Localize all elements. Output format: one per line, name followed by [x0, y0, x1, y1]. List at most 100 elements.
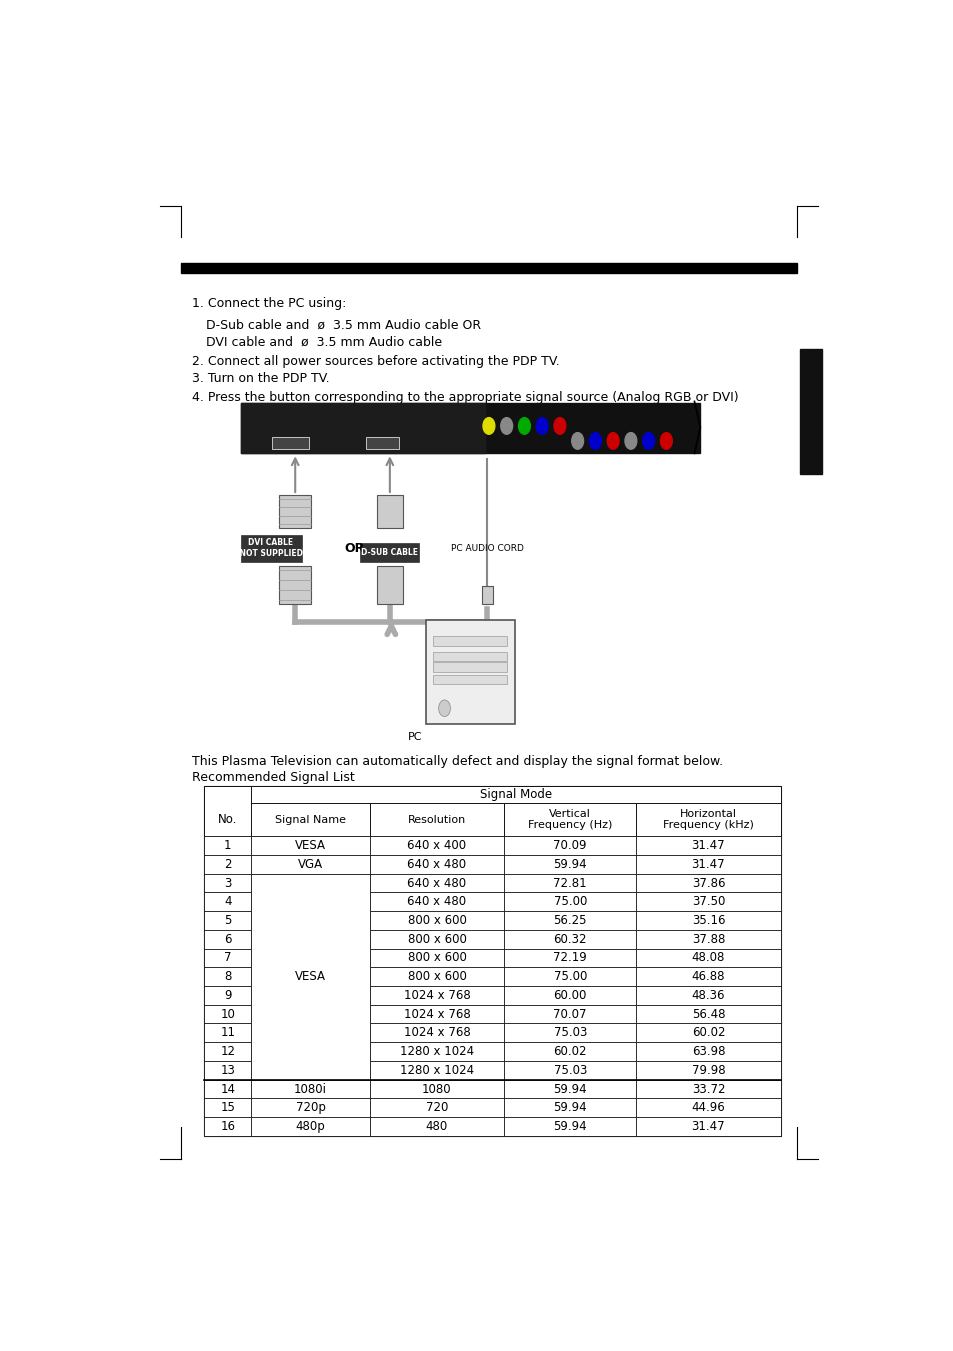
Text: 59.94: 59.94 — [553, 1120, 586, 1133]
Text: 48.36: 48.36 — [691, 989, 724, 1002]
Text: 56.25: 56.25 — [553, 915, 586, 927]
Text: OR: OR — [344, 542, 364, 554]
Text: 63.98: 63.98 — [691, 1046, 724, 1058]
Circle shape — [624, 432, 636, 450]
Bar — [433, 662, 507, 671]
Text: 70.07: 70.07 — [553, 1008, 586, 1020]
Text: ANALOG RGB INPUT: ANALOG RGB INPUT — [348, 415, 416, 420]
Text: 3: 3 — [224, 877, 232, 889]
Text: 59.94: 59.94 — [553, 858, 586, 871]
Bar — [636, 1042, 781, 1061]
Circle shape — [606, 432, 618, 450]
Bar — [426, 620, 515, 724]
Text: PC AUDIO CORD: PC AUDIO CORD — [451, 543, 523, 553]
Text: 1080i: 1080i — [294, 1082, 327, 1096]
Bar — [369, 836, 504, 855]
Text: 1024 x 768: 1024 x 768 — [403, 1027, 470, 1039]
Bar — [636, 802, 781, 836]
Text: 60.00: 60.00 — [553, 989, 586, 1002]
Text: 48.08: 48.08 — [691, 951, 724, 965]
Bar — [636, 911, 781, 929]
Text: VGA: VGA — [297, 858, 323, 871]
Text: 33.72: 33.72 — [691, 1082, 724, 1096]
Bar — [241, 535, 301, 562]
Bar — [252, 855, 369, 874]
Bar — [204, 836, 252, 855]
Text: 5: 5 — [224, 915, 232, 927]
Bar — [252, 802, 369, 836]
Text: 2: 2 — [224, 858, 232, 871]
Bar — [504, 1061, 636, 1079]
Text: Signal Mode: Signal Mode — [479, 788, 552, 801]
Text: 9: 9 — [224, 989, 232, 1002]
Text: 37.88: 37.88 — [691, 932, 724, 946]
Text: 1280 x 1024: 1280 x 1024 — [399, 1063, 474, 1077]
Bar — [504, 911, 636, 929]
Bar — [252, 948, 369, 967]
Bar — [252, 1024, 369, 1042]
Text: 4. Press the button corresponding to the appropriate signal source (Analog RGB o: 4. Press the button corresponding to the… — [192, 390, 738, 404]
Text: Resolution: Resolution — [408, 815, 466, 824]
Text: PC: PC — [407, 732, 421, 742]
Bar — [252, 986, 369, 1005]
Bar — [252, 1005, 369, 1024]
Bar — [504, 836, 636, 855]
Bar — [636, 1024, 781, 1042]
Bar — [369, 802, 504, 836]
Circle shape — [518, 417, 530, 434]
Bar — [204, 929, 252, 948]
Bar — [204, 1042, 252, 1061]
Text: 44.96: 44.96 — [691, 1101, 724, 1115]
Circle shape — [554, 417, 565, 434]
Bar — [504, 1005, 636, 1024]
Text: 59.94: 59.94 — [553, 1082, 586, 1096]
Bar — [504, 855, 636, 874]
Bar — [433, 676, 507, 685]
Bar — [204, 967, 252, 986]
Bar — [369, 1024, 504, 1042]
Text: 720: 720 — [425, 1101, 448, 1115]
Bar — [481, 585, 493, 604]
Bar — [369, 874, 504, 893]
Text: 14: 14 — [220, 1082, 235, 1096]
Text: DVI CABLE
(NOT SUPPLIED): DVI CABLE (NOT SUPPLIED) — [235, 538, 306, 558]
Bar — [204, 1079, 252, 1098]
Bar — [369, 1042, 504, 1061]
Bar — [369, 1117, 504, 1136]
Text: 75.03: 75.03 — [553, 1063, 586, 1077]
Bar — [636, 948, 781, 967]
Bar — [241, 404, 699, 454]
Bar — [369, 855, 504, 874]
Bar — [800, 350, 821, 474]
Bar — [376, 566, 403, 604]
Bar — [204, 855, 252, 874]
Bar — [252, 893, 369, 911]
Bar — [636, 874, 781, 893]
Bar — [636, 1098, 781, 1117]
Text: 640 x 480: 640 x 480 — [407, 877, 466, 889]
Bar — [252, 929, 369, 948]
Bar — [433, 653, 507, 662]
Text: 60.02: 60.02 — [691, 1027, 724, 1039]
Circle shape — [438, 700, 450, 716]
Text: D-Sub cable and  ø  3.5 mm Audio cable OR: D-Sub cable and ø 3.5 mm Audio cable OR — [206, 319, 481, 331]
Text: Horizontal
Frequency (kHz): Horizontal Frequency (kHz) — [662, 809, 753, 831]
Bar — [252, 836, 369, 855]
Text: 720p: 720p — [295, 1101, 325, 1115]
Bar — [366, 436, 398, 450]
Bar — [504, 1024, 636, 1042]
Text: 640 x 480: 640 x 480 — [407, 896, 466, 908]
Text: 15: 15 — [220, 1101, 235, 1115]
Bar — [278, 566, 311, 604]
Circle shape — [536, 417, 547, 434]
Bar — [204, 1061, 252, 1079]
Text: 2. Connect all power sources before activating the PDP TV.: 2. Connect all power sources before acti… — [192, 354, 558, 367]
Bar — [204, 1098, 252, 1117]
Text: 60.32: 60.32 — [553, 932, 586, 946]
Bar — [636, 893, 781, 911]
Text: 8: 8 — [224, 970, 232, 984]
Text: 72.19: 72.19 — [553, 951, 586, 965]
Text: 1080: 1080 — [422, 1082, 452, 1096]
Bar — [504, 1117, 636, 1136]
Bar — [504, 1042, 636, 1061]
